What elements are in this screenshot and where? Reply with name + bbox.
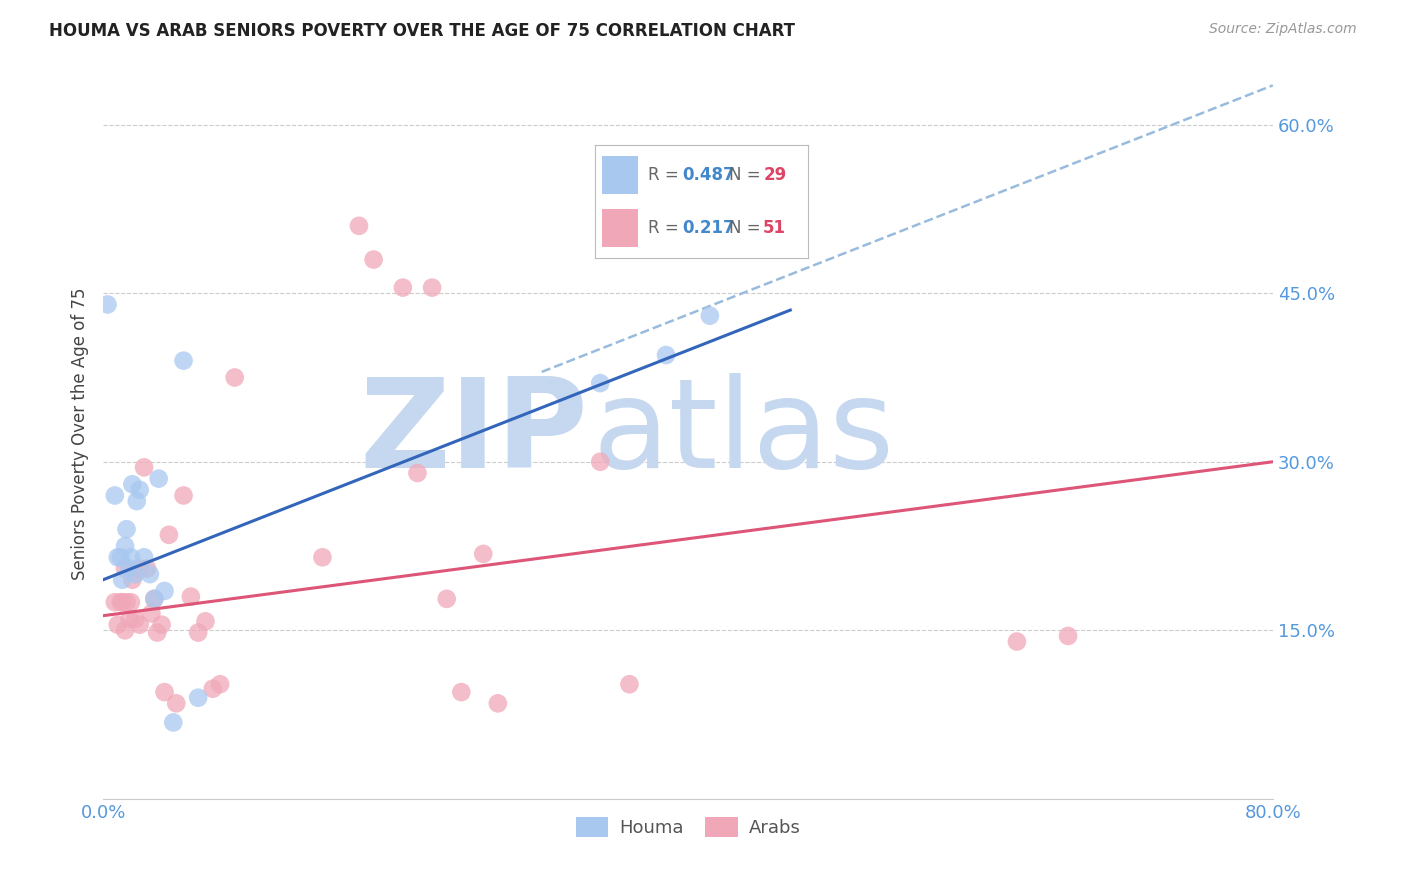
Point — [115, 595, 138, 609]
Point — [132, 550, 155, 565]
Point — [1057, 629, 1080, 643]
Point — [114, 539, 136, 553]
Point — [153, 584, 176, 599]
Text: HOUMA VS ARAB SENIORS POVERTY OVER THE AGE OF 75 CORRELATION CHART: HOUMA VS ARAB SENIORS POVERTY OVER THE A… — [49, 22, 796, 40]
Point — [107, 617, 129, 632]
Text: N =: N = — [730, 219, 766, 236]
Point — [162, 715, 184, 730]
Bar — [602, 156, 638, 194]
Point — [187, 690, 209, 705]
Point — [120, 550, 142, 565]
Point — [165, 696, 187, 710]
Bar — [602, 210, 638, 247]
Point — [136, 561, 159, 575]
Point — [347, 219, 370, 233]
Point — [224, 370, 246, 384]
Text: 29: 29 — [763, 167, 786, 185]
Point — [128, 483, 150, 497]
Text: atlas: atlas — [592, 373, 894, 494]
Point — [187, 625, 209, 640]
Point — [589, 376, 612, 391]
Point — [128, 617, 150, 632]
Point — [148, 472, 170, 486]
Point — [436, 591, 458, 606]
Point — [420, 280, 443, 294]
Point — [128, 561, 150, 575]
Text: 0.217: 0.217 — [682, 219, 735, 236]
Point — [104, 595, 127, 609]
Point — [655, 348, 678, 362]
Text: R =: R = — [648, 167, 685, 185]
Point — [110, 550, 132, 565]
Point — [110, 595, 132, 609]
Point — [589, 455, 612, 469]
Point — [157, 528, 180, 542]
Point — [115, 522, 138, 536]
Point — [180, 590, 202, 604]
Text: 0.487: 0.487 — [682, 167, 735, 185]
Point — [1005, 634, 1028, 648]
Point — [118, 561, 141, 575]
Point — [146, 625, 169, 640]
Point — [111, 595, 134, 609]
Point — [141, 607, 163, 621]
Point — [472, 547, 495, 561]
Point — [486, 696, 509, 710]
Point — [121, 573, 143, 587]
Point — [124, 612, 146, 626]
Point — [139, 567, 162, 582]
Point — [201, 681, 224, 696]
Point — [132, 460, 155, 475]
Point — [125, 494, 148, 508]
Point — [96, 297, 118, 311]
Point — [118, 612, 141, 626]
Point — [107, 550, 129, 565]
Point — [311, 550, 333, 565]
Legend: Houma, Arabs: Houma, Arabs — [568, 809, 807, 845]
Point — [143, 591, 166, 606]
Y-axis label: Seniors Poverty Over the Age of 75: Seniors Poverty Over the Age of 75 — [72, 287, 89, 580]
Text: R =: R = — [648, 219, 685, 236]
Point — [619, 677, 641, 691]
Point — [111, 573, 134, 587]
Point — [121, 477, 143, 491]
Point — [450, 685, 472, 699]
Point — [104, 488, 127, 502]
Point — [114, 624, 136, 638]
Point — [120, 595, 142, 609]
Text: ZIP: ZIP — [360, 373, 589, 494]
Point — [209, 677, 232, 691]
Point — [363, 252, 385, 267]
Point — [124, 567, 146, 582]
Point — [153, 685, 176, 699]
Point — [114, 561, 136, 575]
Text: Source: ZipAtlas.com: Source: ZipAtlas.com — [1209, 22, 1357, 37]
Point — [173, 353, 195, 368]
Text: N =: N = — [730, 167, 766, 185]
Point — [392, 280, 415, 294]
Point — [194, 615, 217, 629]
Text: 51: 51 — [763, 219, 786, 236]
Point — [150, 617, 173, 632]
Point — [406, 466, 429, 480]
Point — [173, 488, 195, 502]
Point — [143, 591, 166, 606]
Point — [699, 309, 721, 323]
